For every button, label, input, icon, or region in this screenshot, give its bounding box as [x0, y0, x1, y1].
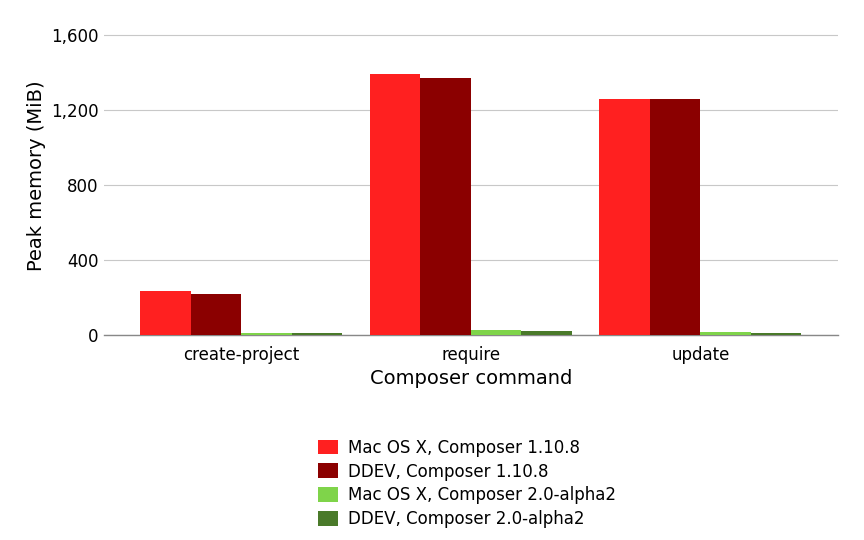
Bar — [241, 333, 292, 335]
Bar — [600, 99, 650, 335]
Bar — [292, 333, 342, 335]
Bar — [650, 99, 701, 335]
Bar — [370, 75, 421, 335]
Bar — [751, 333, 802, 335]
Bar — [191, 294, 241, 335]
Bar — [471, 329, 521, 335]
Bar — [140, 291, 191, 335]
Y-axis label: Peak memory (MiB): Peak memory (MiB) — [27, 80, 46, 271]
Bar — [421, 78, 471, 335]
Bar — [701, 332, 751, 335]
X-axis label: Composer command: Composer command — [370, 369, 572, 388]
Legend: Mac OS X, Composer 1.10.8, DDEV, Composer 1.10.8, Mac OS X, Composer 2.0-alpha2,: Mac OS X, Composer 1.10.8, DDEV, Compose… — [318, 438, 616, 528]
Bar — [521, 330, 572, 335]
